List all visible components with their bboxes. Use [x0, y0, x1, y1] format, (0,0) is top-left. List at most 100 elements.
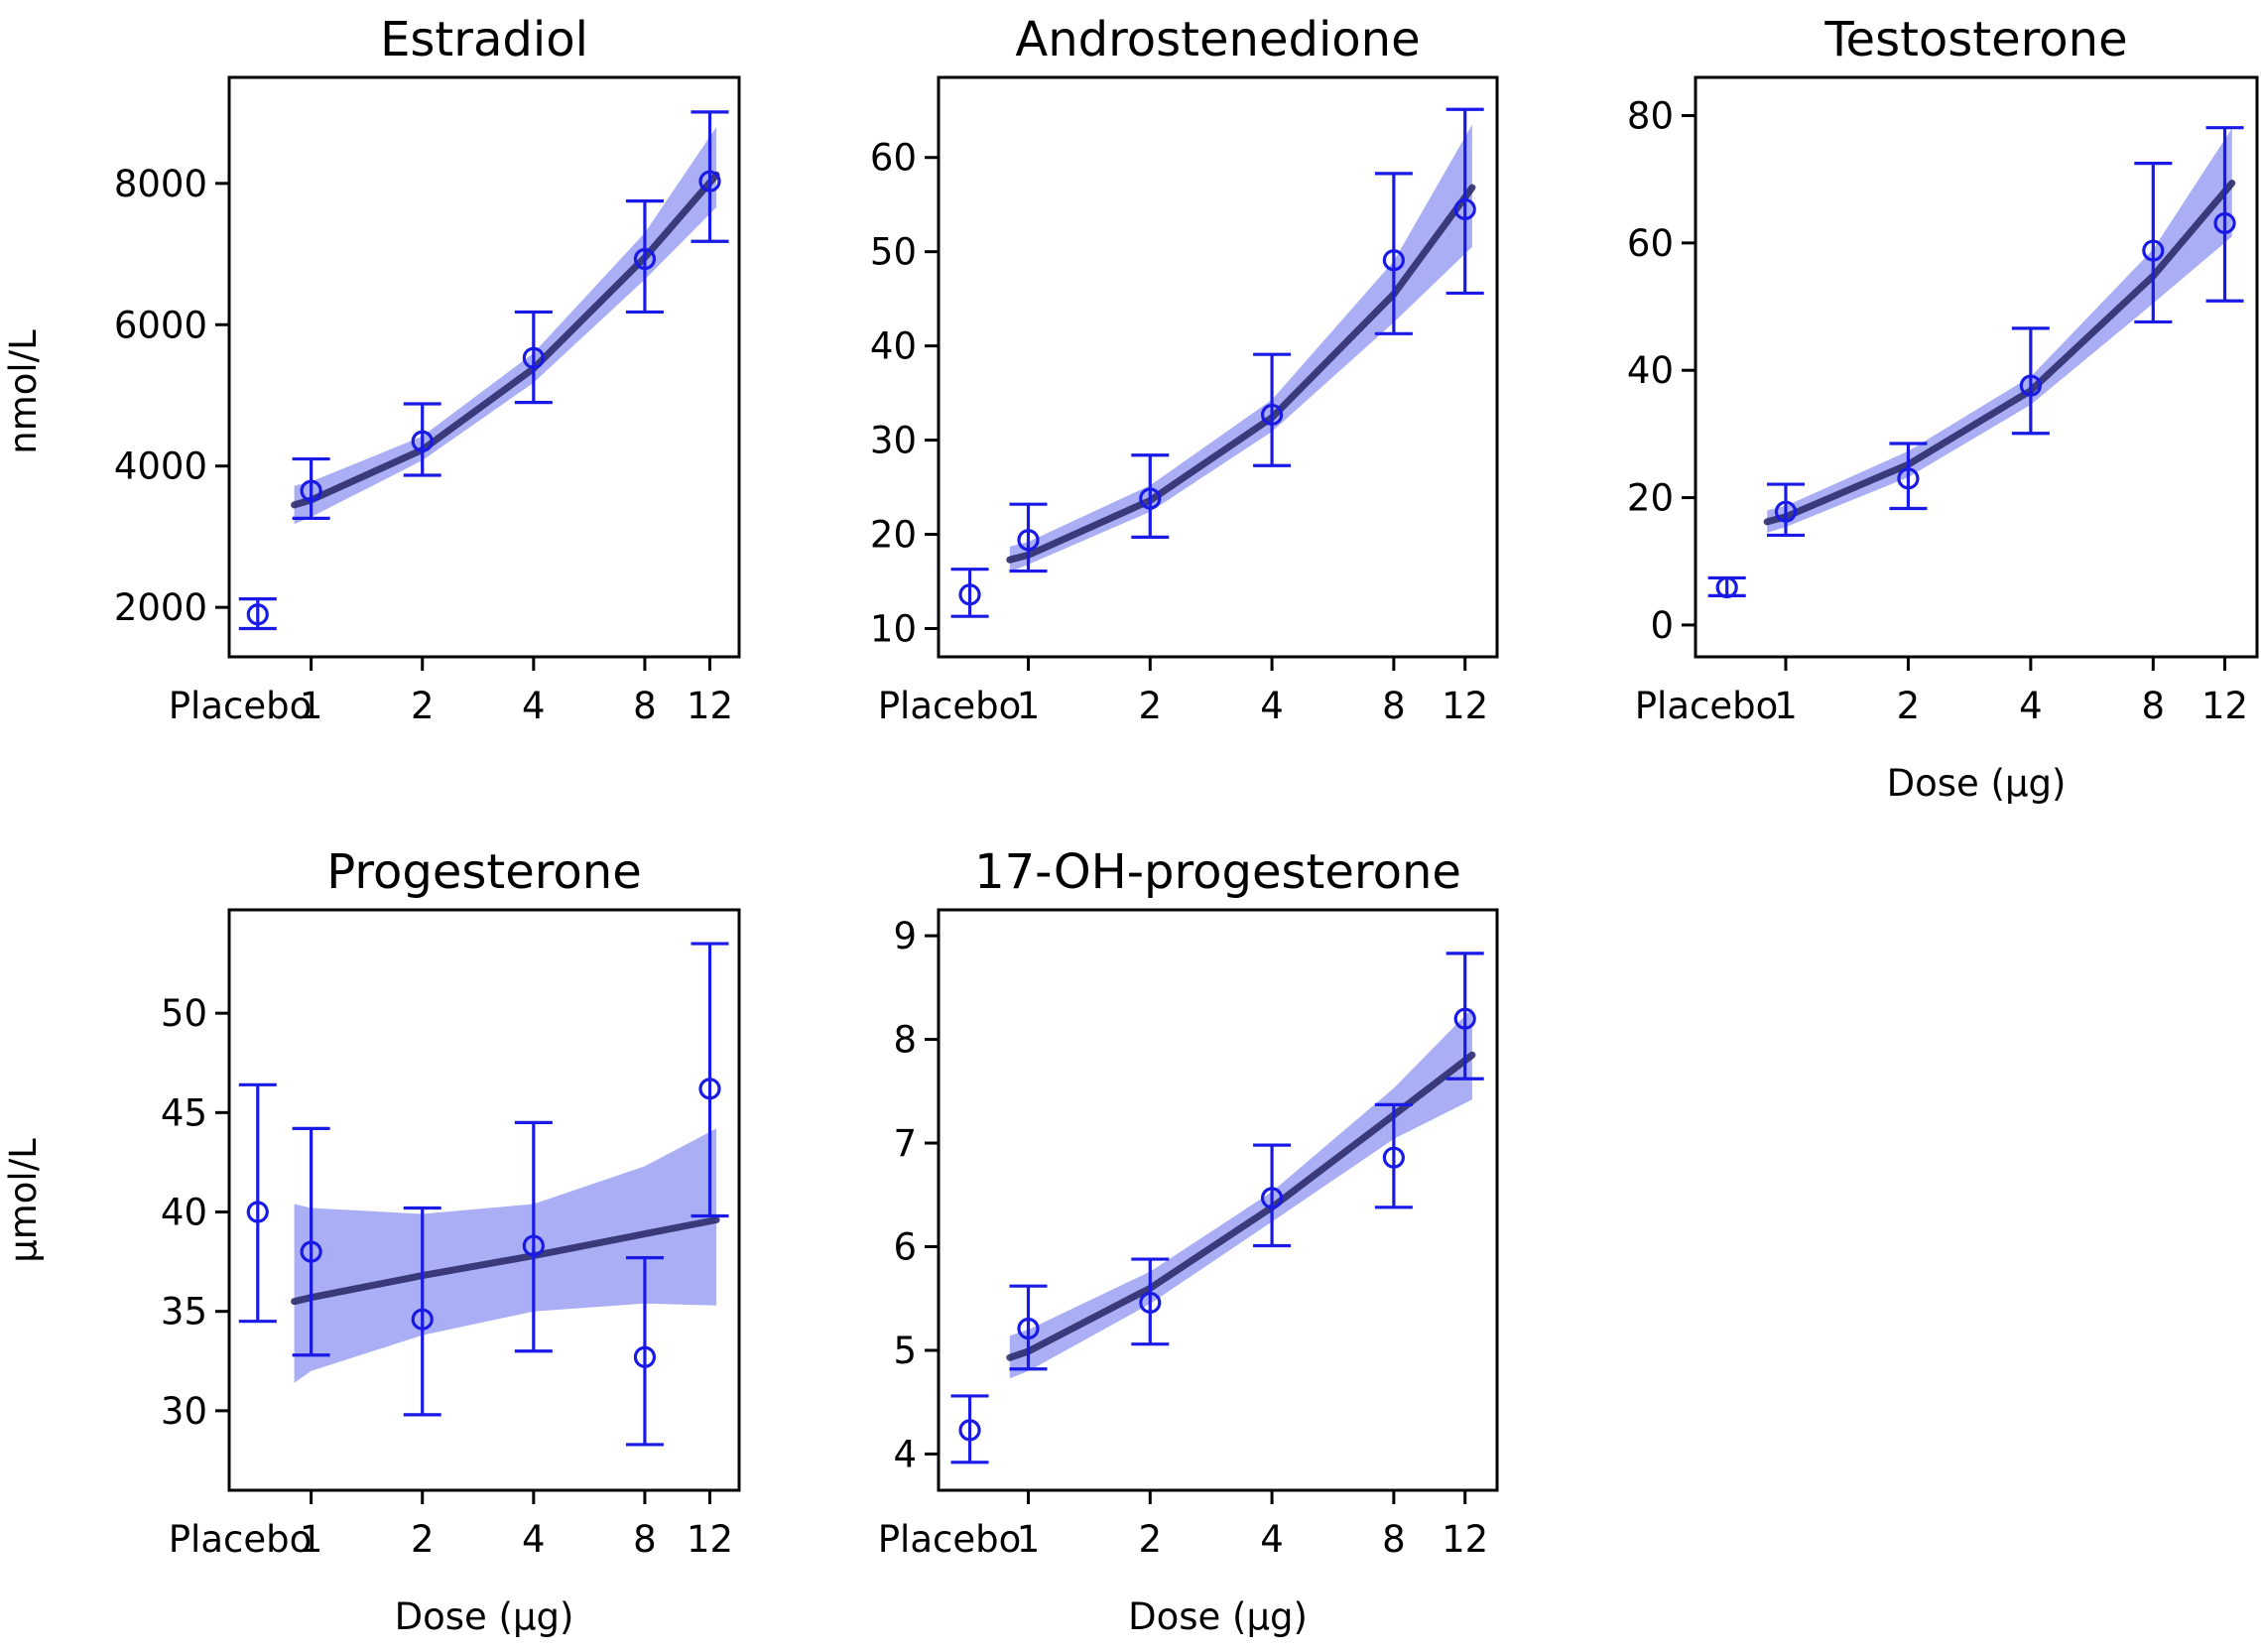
data-point	[1139, 487, 1162, 510]
data-point	[698, 170, 721, 192]
y-tick-label: 45	[161, 1091, 207, 1134]
y-tick-label: 6000	[114, 304, 207, 346]
x-tick-label: Placebo	[169, 685, 313, 727]
y-tick-label: 20	[1627, 477, 1674, 520]
x-axis-label: Dose (µg)	[1887, 762, 2067, 805]
y-tick-label: 40	[161, 1192, 207, 1234]
dose-point-2	[403, 1206, 441, 1417]
dose-point-12	[1445, 107, 1484, 296]
dose-point-4	[1253, 1143, 1292, 1248]
dose-point-1	[1766, 482, 1805, 538]
x-tick-label: Placebo	[169, 1518, 313, 1561]
y-tick-label: 8	[893, 1019, 917, 1062]
y-tick-label: 50	[161, 992, 207, 1035]
data-point	[411, 430, 434, 452]
x-tick-label: 8	[633, 1518, 657, 1561]
data-point	[1453, 1007, 1476, 1030]
x-tick-label: 8	[1382, 685, 1406, 727]
plot-frame	[1694, 75, 2259, 659]
data-point	[1382, 1146, 1405, 1169]
data-point	[1260, 1187, 1284, 1209]
plot-frame	[227, 908, 741, 1492]
y-tick-label: 60	[1627, 222, 1674, 265]
x-tick-label: 4	[522, 685, 546, 727]
data-point	[1260, 403, 1284, 427]
x-tick-label: 12	[687, 1518, 733, 1561]
x-tick-label: 4	[1260, 685, 1284, 727]
x-tick-label: Placebo	[878, 685, 1022, 727]
y-tick-label: 9	[893, 915, 917, 957]
y-tick-label: 2000	[114, 586, 207, 629]
x-axis-label: Dose (µg)	[1128, 1595, 1308, 1638]
data-point	[522, 346, 545, 369]
y-tick-label: 6	[893, 1226, 917, 1269]
data-point	[1453, 197, 1476, 221]
data-point	[2213, 211, 2236, 235]
x-tick-label: 12	[2201, 685, 2248, 727]
data-point	[300, 479, 322, 502]
y-tick-label: 5	[893, 1330, 917, 1372]
dose-point-1	[1009, 502, 1048, 573]
confidence-band	[294, 1128, 717, 1383]
dose-point-1	[292, 1126, 330, 1357]
ylabel-bottom: µmol/L	[2, 1138, 45, 1263]
fit-line	[291, 1216, 720, 1306]
confidence-band	[1009, 124, 1472, 572]
plot-frame	[227, 75, 741, 659]
dose-point-2	[1131, 1257, 1170, 1346]
dose-point-12	[691, 942, 729, 1218]
dose-point-8	[625, 199, 664, 315]
y-tick-label: 20	[870, 514, 917, 557]
x-tick-label: 2	[1139, 1518, 1163, 1561]
x-tick-label: 4	[1260, 1518, 1284, 1561]
plot-frame	[937, 908, 1499, 1492]
x-tick-label: 2	[411, 1518, 435, 1561]
data-point	[633, 247, 657, 271]
data-point	[522, 1234, 545, 1257]
x-tick-label: Placebo	[1635, 685, 1779, 727]
placebo-point	[950, 568, 989, 618]
dose-point-4	[2011, 326, 2050, 436]
ylabel-top: nmol/L	[2, 329, 45, 454]
chart-title: Progesterone	[326, 844, 642, 900]
x-tick-label: 8	[1382, 1518, 1406, 1561]
y-tick-label: 60	[870, 137, 917, 180]
data-point	[698, 1078, 721, 1100]
dose-point-1	[292, 456, 330, 521]
x-tick-label: 1	[1774, 685, 1798, 727]
data-point	[2142, 239, 2165, 262]
dose-point-2	[1889, 442, 1928, 511]
dose-point-4	[514, 1120, 553, 1353]
placebo-point	[1707, 575, 1746, 599]
x-tick-label: 12	[1442, 685, 1488, 727]
dose-point-2	[1131, 453, 1170, 540]
data-point	[246, 603, 269, 626]
chart-title: Testosterone	[1823, 12, 2127, 67]
dose-point-12	[2205, 126, 2244, 303]
placebo-point	[238, 596, 277, 631]
y-tick-label: 40	[1627, 349, 1674, 392]
data-point	[1139, 1291, 1162, 1315]
x-tick-label: 1	[300, 685, 323, 727]
data-point	[633, 1345, 657, 1368]
y-tick-label: 7	[893, 1122, 917, 1165]
x-tick-label: 4	[522, 1518, 546, 1561]
data-point	[958, 583, 981, 606]
x-tick-label: 12	[687, 685, 733, 727]
chart-title: 17-OH-progesterone	[974, 844, 1461, 900]
data-point	[300, 1240, 322, 1263]
x-tick-label: 4	[2019, 685, 2043, 727]
dose-point-8	[1374, 172, 1413, 335]
y-tick-label: 80	[1627, 95, 1674, 138]
x-tick-label: 8	[2142, 685, 2166, 727]
x-tick-label: Placebo	[878, 1518, 1022, 1561]
x-tick-label: 8	[633, 685, 657, 727]
confidence-band	[1009, 1008, 1472, 1379]
